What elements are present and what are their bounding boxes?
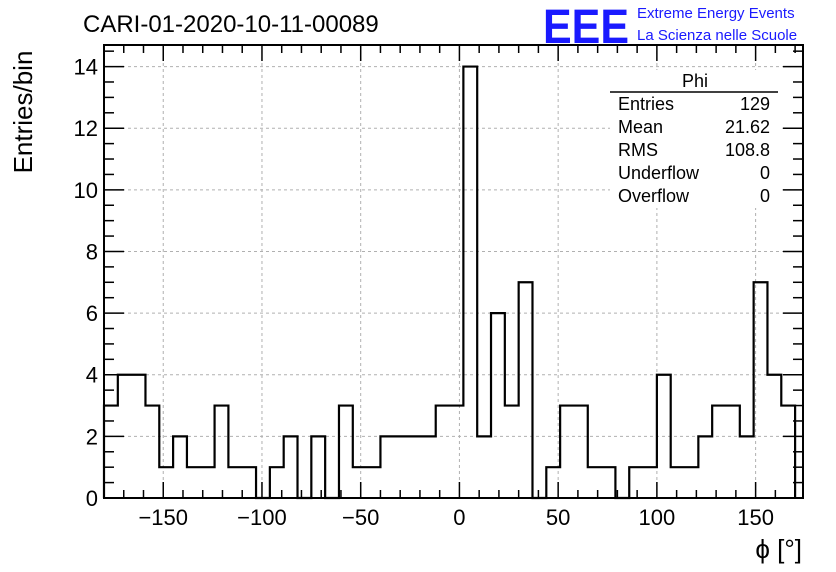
x-axis-title: ϕ [°] <box>755 534 802 564</box>
stats-row-label: Overflow <box>618 186 690 206</box>
y-tick-label: 14 <box>74 55 98 80</box>
stats-row-value: 21.62 <box>725 117 770 137</box>
x-tick-label: −150 <box>138 505 188 530</box>
eee-logo: EEE Extreme Energy Events La Scienza nel… <box>543 1 797 54</box>
chart-title: CARI-01-2020-10-11-00089 <box>83 11 379 38</box>
stats-row-value: 129 <box>740 94 770 114</box>
x-tick-label: −50 <box>342 505 379 530</box>
eee-logo-mark: EEE <box>543 1 629 54</box>
stats-row-label: RMS <box>618 140 658 160</box>
stats-row-value: 0 <box>760 186 770 206</box>
y-tick-label: 8 <box>86 239 98 264</box>
x-tick-label: 100 <box>639 505 676 530</box>
y-tick-label: 0 <box>86 486 98 511</box>
stats-row-label: Underflow <box>618 163 700 183</box>
y-tick-label: 2 <box>86 424 98 449</box>
stats-row-label: Entries <box>618 94 674 114</box>
x-tick-label: −100 <box>237 505 287 530</box>
x-tick-label: 0 <box>453 505 465 530</box>
tick-labels: −150 −100 −50 0 50 100 150 0 2 4 6 8 10 12 14 <box>74 55 774 530</box>
stats-row-value: 0 <box>760 163 770 183</box>
histogram-outline <box>102 65 797 500</box>
y-tick-label: 12 <box>74 116 98 141</box>
stats-rows: Entries 129 Mean 21.62 RMS 108.8 Underflow 0 Ove… <box>618 94 770 206</box>
stats-box-background <box>610 70 780 208</box>
y-tick-label: 6 <box>86 301 98 326</box>
y-tick-label: 4 <box>86 363 98 388</box>
y-axis-title: Entries/bin <box>8 51 38 174</box>
histogram-bars <box>102 65 797 500</box>
stats-box: Phi Entries 129 Mean 21.62 RMS 108.8 Underflow… <box>610 70 780 208</box>
x-tick-label: 50 <box>546 505 570 530</box>
logo-line-1: Extreme Energy Events <box>637 5 795 22</box>
axes <box>103 44 804 499</box>
stats-row-label: Mean <box>618 117 663 137</box>
x-tick-label: 150 <box>737 505 774 530</box>
stats-row-value: 108.8 <box>725 140 770 160</box>
y-tick-label: 10 <box>74 178 98 203</box>
stats-title: Phi <box>682 71 708 91</box>
logo-line-2: La Scienza nelle Scuole <box>637 27 797 44</box>
plot-frame <box>103 44 804 499</box>
